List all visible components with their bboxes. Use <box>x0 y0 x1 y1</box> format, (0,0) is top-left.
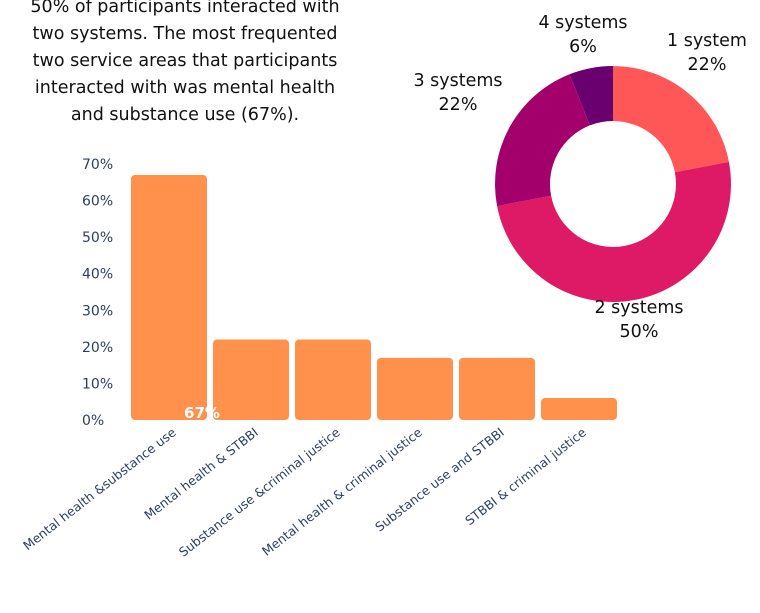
donut-slice-value: 50% <box>620 322 659 342</box>
bar <box>213 339 289 420</box>
donut-slice-value: 22% <box>688 55 727 75</box>
y-tick-label: 0% <box>82 413 104 429</box>
bar <box>541 398 617 420</box>
donut-slice <box>497 161 731 302</box>
intro-line: and substance use (67%). <box>70 105 300 125</box>
intro-line: two systems. The most frequented <box>32 24 338 44</box>
donut-slice-label: 2 systems <box>594 298 683 318</box>
y-tick-label: 70% <box>82 157 113 173</box>
donut-slice-label: 3 systems <box>413 71 502 91</box>
x-category-label: Mental health &substance use <box>20 424 179 553</box>
donut-slice <box>613 66 729 173</box>
y-tick-label: 60% <box>82 194 113 210</box>
donut-chart: 1 system 22% 2 systems 50% 3 systems 22% 4 sys… <box>413 13 747 342</box>
bar <box>377 357 453 420</box>
y-tick-label: 30% <box>82 303 113 319</box>
donut-slice <box>495 74 590 207</box>
y-tick-label: 50% <box>82 230 113 246</box>
intro-paragraph: 50% of participants interacted with two … <box>0 0 370 129</box>
donut-slice-value: 6% <box>569 37 597 57</box>
y-tick-label: 40% <box>82 267 113 283</box>
donut-slice-label: 1 system <box>667 31 747 51</box>
intro-line: interacted with was mental health <box>34 78 336 98</box>
bar-data-label: 67% <box>184 404 220 422</box>
x-category-label: Substance use and STBBI <box>372 425 507 535</box>
bar <box>295 339 371 420</box>
donut-slice-value: 22% <box>439 95 478 115</box>
y-tick-label: 20% <box>82 340 113 356</box>
donut-slice-label: 4 systems <box>538 13 627 33</box>
bar <box>131 174 207 420</box>
y-tick-label: 10% <box>82 376 113 392</box>
intro-line: 50% of participants interacted with <box>30 0 340 17</box>
x-category-label: Substance use &criminal justice <box>176 424 343 559</box>
donut-slice <box>569 66 613 126</box>
x-category-label: Mental health & criminal justice <box>259 424 425 558</box>
bar <box>459 357 535 420</box>
intro-line: two service areas that participants <box>32 51 338 71</box>
